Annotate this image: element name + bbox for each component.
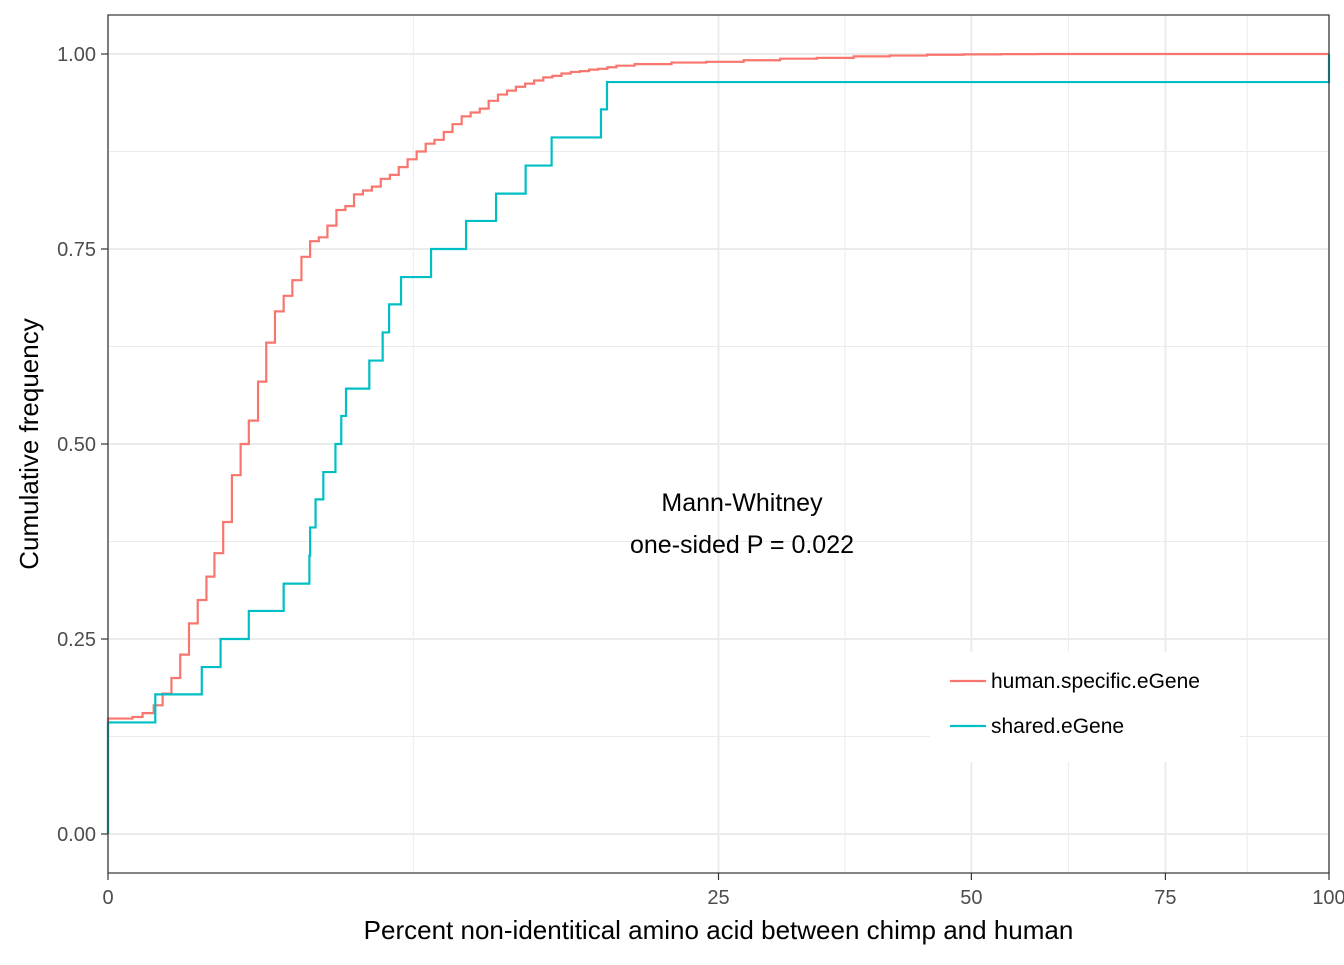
annotation-line-1: Mann-Whitney [661,489,823,517]
series-line-human-specific [106,52,1329,834]
legend-background [930,652,1240,762]
y-axis: 0.00 0.25 0.50 0.75 1.00 [57,44,108,846]
y-tick-label: 1.00 [57,44,96,66]
x-tick-label: 100 [1312,887,1344,909]
series-layer [106,52,1331,834]
legend: human.specific.eGene shared.eGene [930,652,1240,762]
x-tick-label: 50 [960,887,982,909]
legend-label: human.specific.eGene [991,670,1200,693]
y-tick-label: 0.75 [57,239,96,261]
x-tick-label: 25 [707,887,729,909]
y-tick-label: 0.50 [57,434,96,456]
x-axis: 0 25 50 75 100 [102,873,1344,909]
y-tick-label: 0.25 [57,629,96,651]
series-line-shared [106,54,1331,834]
legend-label: shared.eGene [991,715,1124,738]
annotation-line-2: one-sided P = 0.022 [630,531,854,559]
y-axis-label: Cumulative frequency [14,318,44,569]
x-axis-label: Percent non-identitical amino acid betwe… [364,915,1074,945]
y-tick-label: 0.00 [57,824,96,846]
x-tick-label: 0 [102,887,113,909]
x-tick-label: 75 [1154,887,1176,909]
annotation: Mann-Whitney one-sided P = 0.022 [630,489,854,559]
